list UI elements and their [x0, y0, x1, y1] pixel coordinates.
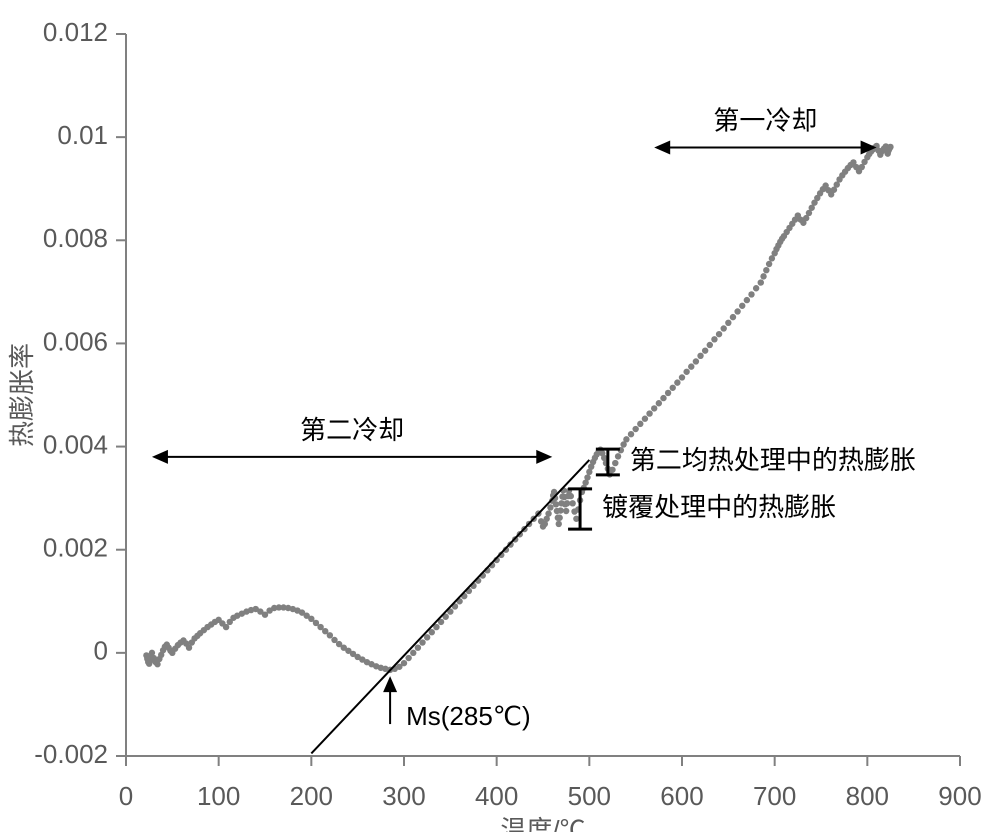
x-tick-label: 0 — [119, 781, 133, 811]
second-cooling-arrow-label: 第二冷却 — [300, 415, 404, 445]
y-tick-label: 0.01 — [57, 120, 108, 150]
y-tick-label: 0.004 — [43, 429, 108, 459]
plating-bracket-label: 镀覆处理中的热膨胀 — [602, 492, 836, 522]
second-soak-bracket-label: 第二均热处理中的热膨胀 — [630, 445, 916, 475]
y-tick-label: 0.002 — [43, 533, 108, 563]
x-tick-label: 600 — [660, 781, 703, 811]
x-tick-label: 900 — [938, 781, 981, 811]
first-cooling-arrow-label: 第一冷却 — [713, 105, 817, 135]
dilatometry-chart: 0 100 200 300 400 500 600 700 800 900 -0.002 0 0.002… — [0, 0, 1000, 832]
x-tick-label: 100 — [197, 781, 240, 811]
y-tick-label: 0 — [94, 636, 108, 666]
x-tick-label: 700 — [753, 781, 796, 811]
y-tick-label: -0.002 — [34, 739, 108, 769]
x-tick-label: 800 — [846, 781, 889, 811]
y-axis-title: 热膨胀率 — [7, 343, 37, 447]
y-tick-label: 0.006 — [43, 326, 108, 356]
ms-label: Ms(285℃) — [406, 701, 531, 731]
y-tick-label: 0.008 — [43, 223, 108, 253]
x-tick-label: 500 — [568, 781, 611, 811]
y-tick-label: 0.012 — [43, 17, 108, 47]
x-tick-label: 400 — [475, 781, 518, 811]
x-tick-label: 200 — [290, 781, 333, 811]
x-tick-label: 300 — [382, 781, 425, 811]
x-axis-title: 温度/℃ — [500, 815, 585, 832]
